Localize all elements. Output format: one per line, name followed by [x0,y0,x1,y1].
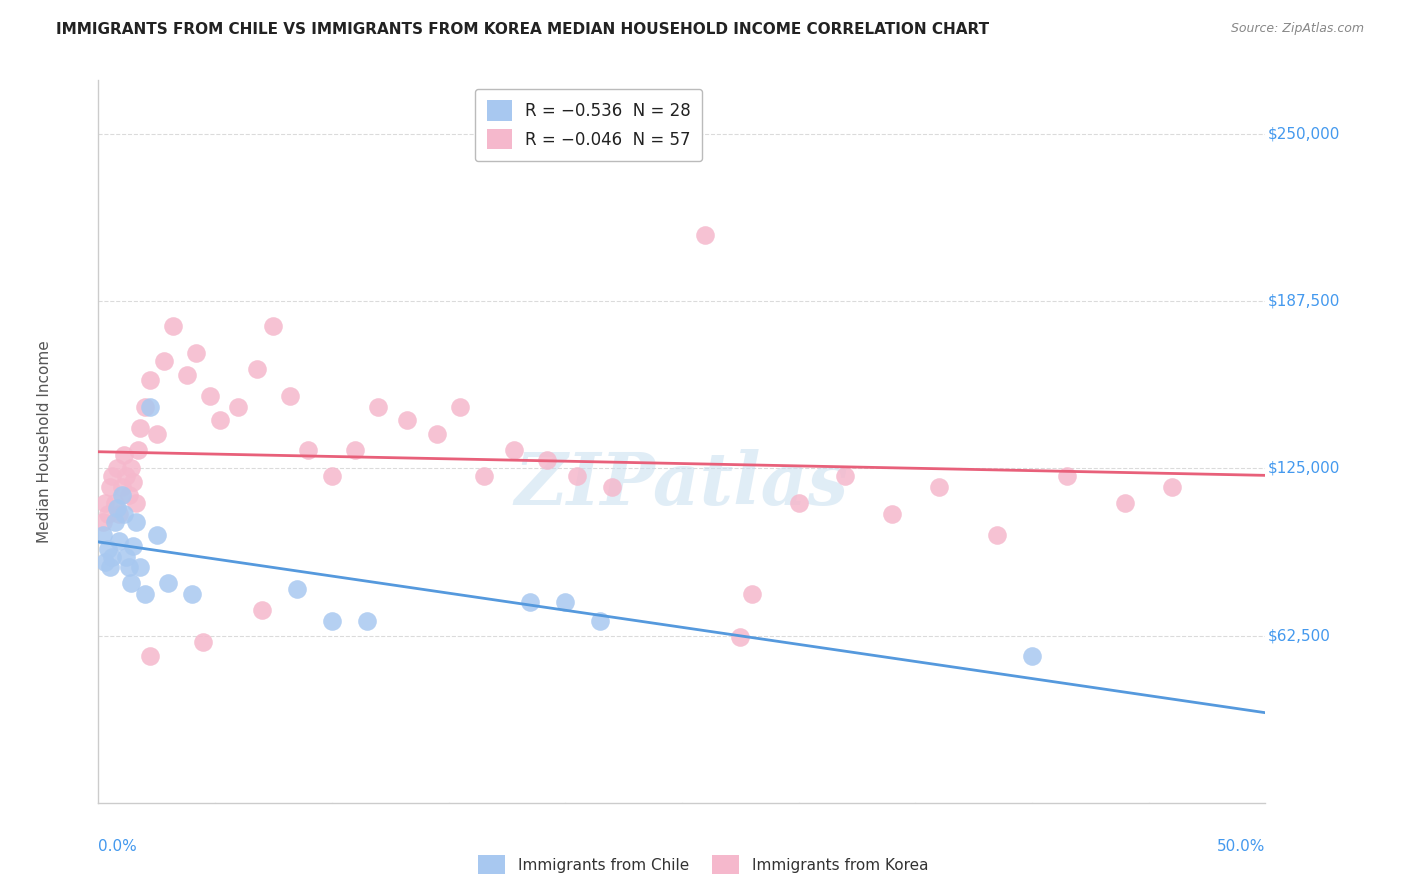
Legend: R = −0.536  N = 28, R = −0.046  N = 57: R = −0.536 N = 28, R = −0.046 N = 57 [475,88,702,161]
Legend: Immigrants from Chile, Immigrants from Korea: Immigrants from Chile, Immigrants from K… [472,849,934,880]
Text: IMMIGRANTS FROM CHILE VS IMMIGRANTS FROM KOREA MEDIAN HOUSEHOLD INCOME CORRELATI: IMMIGRANTS FROM CHILE VS IMMIGRANTS FROM… [56,22,990,37]
Point [115,469,138,483]
Point [118,488,141,502]
Point [105,501,128,516]
Point [356,614,378,628]
Text: Median Household Income: Median Household Income [37,340,52,543]
Point [129,421,152,435]
Point [554,595,576,609]
Point [246,362,269,376]
Point [250,603,273,617]
Point [125,496,148,510]
Text: 0.0%: 0.0% [98,838,138,854]
Point [101,549,124,564]
Point [125,515,148,529]
Point [111,480,134,494]
Point [730,630,752,644]
Point [111,488,134,502]
Point [127,442,149,457]
Point [115,549,138,564]
Point [134,587,156,601]
Point [186,346,208,360]
Point [122,475,145,489]
Point [426,426,449,441]
Point [139,400,162,414]
Point [134,400,156,414]
Point [741,587,763,601]
Text: $62,500: $62,500 [1268,628,1330,643]
Point [97,507,120,521]
Point [180,587,202,601]
Point [367,400,389,414]
Point [519,595,541,609]
Point [104,515,127,529]
Point [97,541,120,556]
Point [193,635,215,649]
Text: $125,000: $125,000 [1268,461,1340,475]
Point [1056,469,1078,483]
Point [91,528,114,542]
Point [108,507,131,521]
Point [146,528,169,542]
Point [104,496,127,510]
Point [1161,480,1184,494]
Point [120,576,142,591]
Point [129,560,152,574]
Text: ZIPatlas: ZIPatlas [515,450,849,520]
Point [880,507,903,521]
Point [536,453,558,467]
Point [1021,648,1043,663]
Point [600,480,623,494]
Point [152,354,174,368]
Point [1114,496,1136,510]
Point [565,469,588,483]
Point [176,368,198,382]
Point [986,528,1008,542]
Point [695,228,717,243]
Point [321,614,343,628]
Point [105,461,128,475]
Point [200,389,222,403]
Point [208,413,231,427]
Point [112,507,135,521]
Point [928,480,950,494]
Point [647,132,669,146]
Text: Source: ZipAtlas.com: Source: ZipAtlas.com [1230,22,1364,36]
Point [502,442,524,457]
Point [285,582,308,596]
Point [146,426,169,441]
Point [449,400,471,414]
Text: $187,500: $187,500 [1268,293,1340,309]
Text: $250,000: $250,000 [1268,127,1340,141]
Point [112,448,135,462]
Point [344,442,367,457]
Point [139,373,162,387]
Point [228,400,250,414]
Point [118,560,141,574]
Point [139,648,162,663]
Point [108,533,131,548]
Point [157,576,180,591]
Point [98,560,121,574]
Point [321,469,343,483]
Point [278,389,301,403]
Point [787,496,810,510]
Point [589,614,612,628]
Point [120,461,142,475]
Point [94,555,117,569]
Point [395,413,418,427]
Point [98,480,121,494]
Point [834,469,856,483]
Point [297,442,319,457]
Text: 50.0%: 50.0% [1218,838,1265,854]
Point [101,469,124,483]
Point [472,469,495,483]
Point [122,539,145,553]
Point [162,319,184,334]
Point [94,496,117,510]
Point [91,515,114,529]
Point [262,319,284,334]
